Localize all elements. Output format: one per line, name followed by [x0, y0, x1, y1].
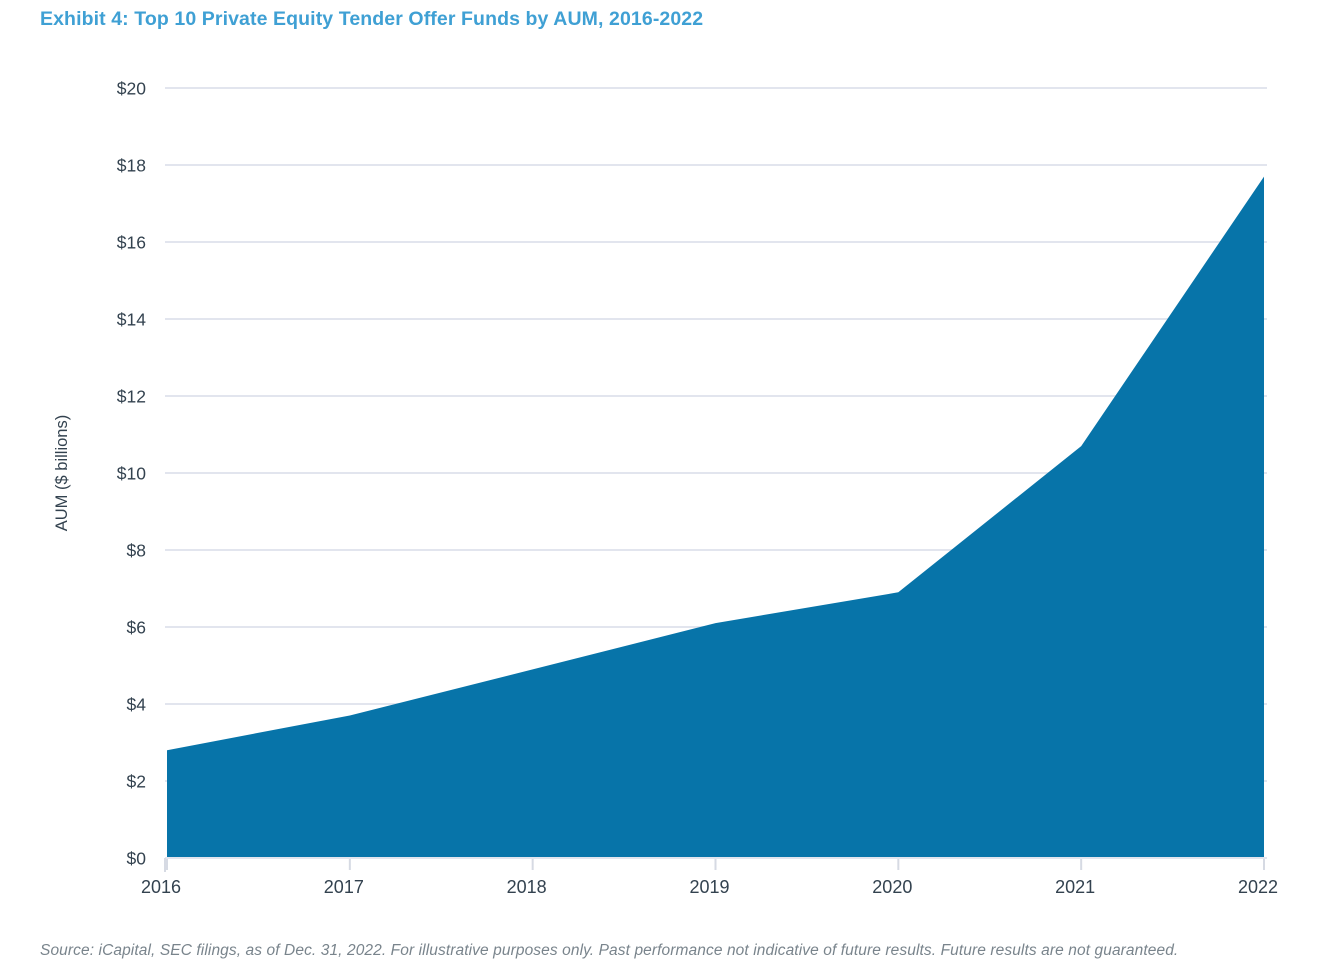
y-tick-label: $0	[127, 849, 147, 869]
x-tick-label: 2021	[1055, 877, 1095, 897]
y-tick-label: $4	[127, 695, 147, 715]
y-tick-label: $20	[117, 79, 146, 99]
aum-area	[167, 176, 1264, 858]
y-tick-label: $12	[117, 387, 146, 407]
y-axis-title: AUM ($ billions)	[53, 415, 71, 531]
x-axis-tick-marks	[164, 858, 1265, 872]
y-axis-tick-labels: $0 $2 $4 $6 $8 $10 $12 $14 $16 $18 $20	[117, 79, 146, 869]
exhibit-title: Exhibit 4: Top 10 Private Equity Tender …	[40, 8, 704, 30]
y-tick-label: $14	[117, 310, 146, 330]
x-tick-label: 2018	[507, 877, 547, 897]
y-tick-label: $16	[117, 233, 146, 253]
x-tick-label: 2017	[324, 877, 364, 897]
y-tick-label: $18	[117, 156, 146, 176]
x-axis-tick-labels: 2016 2017 2018 2019 2020 2021 2022	[141, 877, 1278, 897]
x-tick-label: 2020	[872, 877, 912, 897]
x-tick-label: 2022	[1238, 877, 1278, 897]
x-tick-label: 2019	[689, 877, 729, 897]
x-tick-label: 2016	[141, 877, 181, 897]
y-axis-title-text: AUM ($ billions)	[53, 415, 71, 531]
y-tick-label: $8	[127, 541, 146, 561]
source-note: Source: iCapital, SEC filings, as of Dec…	[40, 942, 1179, 959]
y-tick-label: $10	[117, 464, 146, 484]
area-series	[167, 176, 1264, 858]
y-tick-label: $6	[127, 618, 146, 638]
y-tick-label: $2	[127, 772, 146, 792]
